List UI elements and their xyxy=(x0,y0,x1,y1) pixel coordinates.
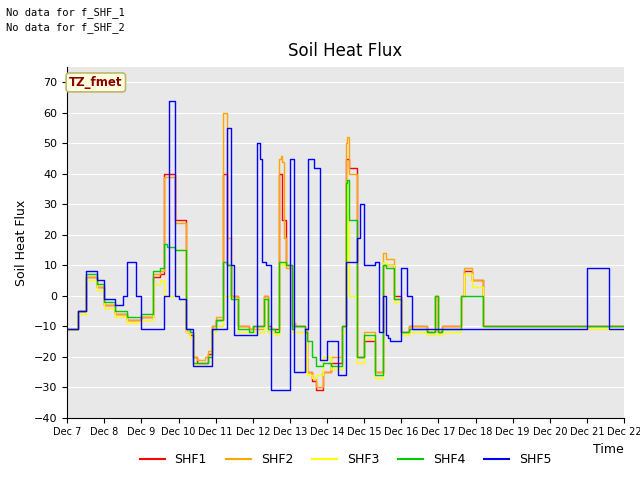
Legend: SHF1, SHF2, SHF3, SHF4, SHF5: SHF1, SHF2, SHF3, SHF4, SHF5 xyxy=(134,448,557,471)
X-axis label: Time: Time xyxy=(593,443,624,456)
Text: No data for f_SHF_2: No data for f_SHF_2 xyxy=(6,22,125,33)
Y-axis label: Soil Heat Flux: Soil Heat Flux xyxy=(15,199,28,286)
Text: No data for f_SHF_1: No data for f_SHF_1 xyxy=(6,7,125,18)
Title: Soil Heat Flux: Soil Heat Flux xyxy=(289,42,403,60)
Text: TZ_fmet: TZ_fmet xyxy=(69,76,122,89)
